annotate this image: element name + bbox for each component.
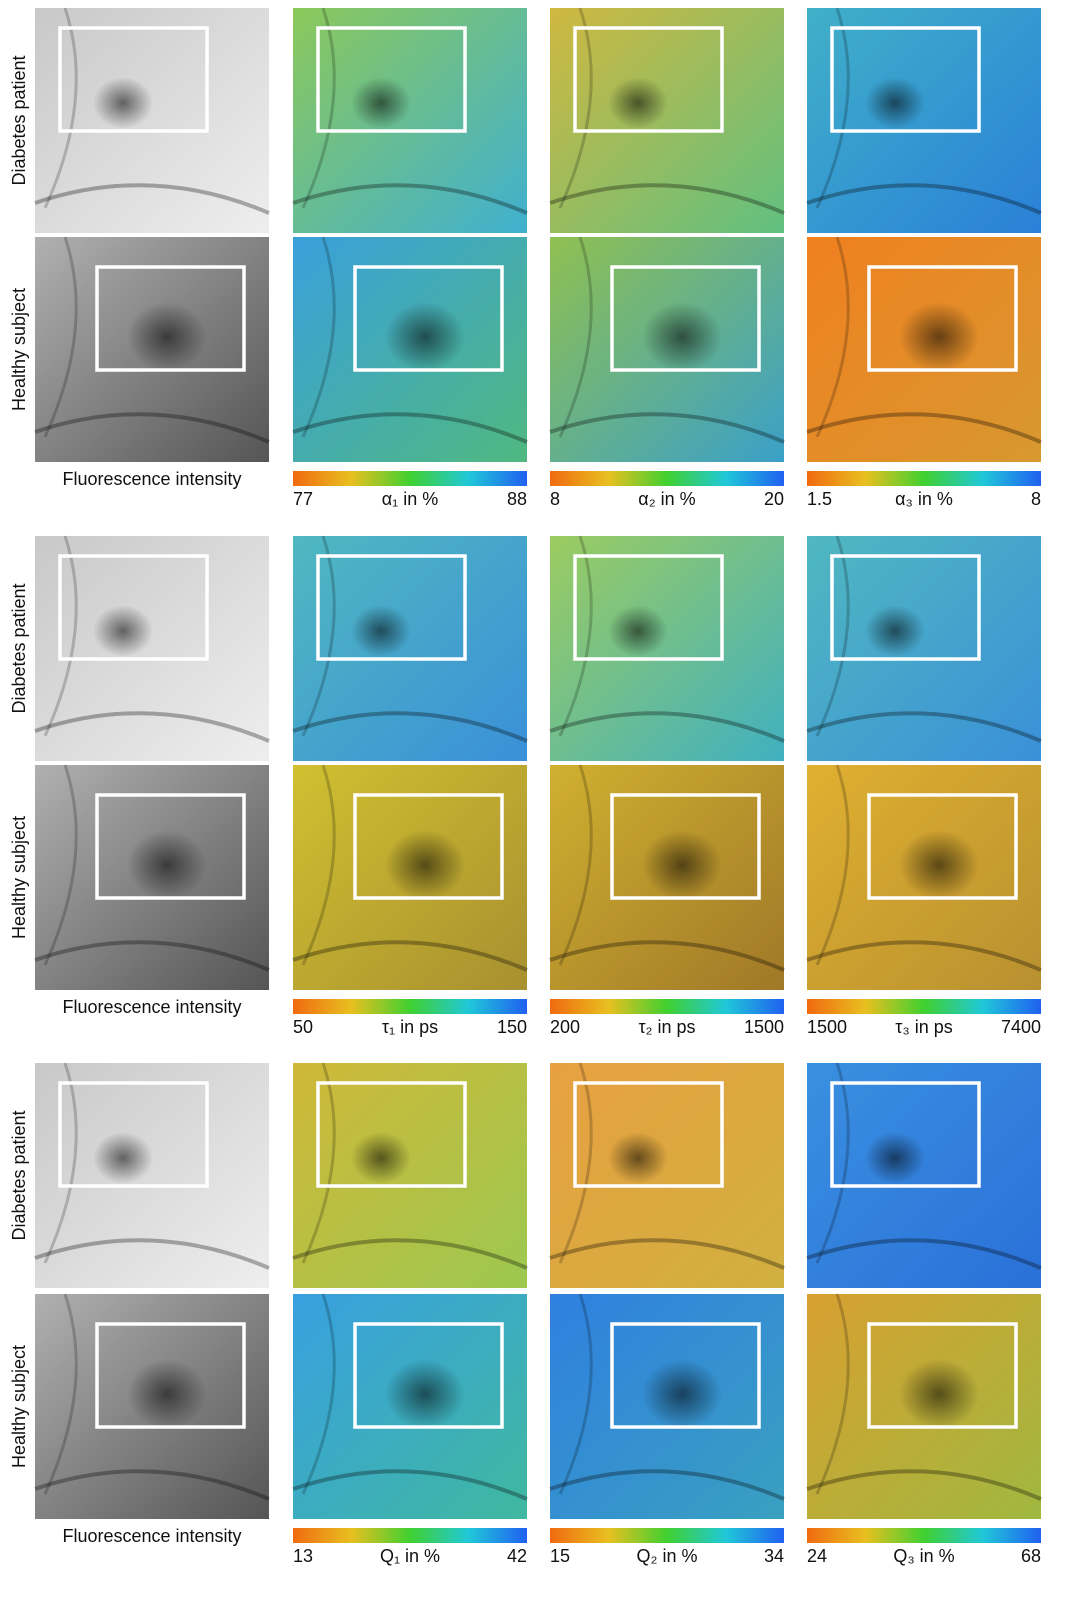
macula-spot (642, 830, 722, 900)
colorbar-max: 7400 (1001, 1017, 1041, 1037)
colorbar-max: 42 (507, 1546, 527, 1566)
colorbar-min: 1500 (807, 1017, 847, 1037)
colorbar (550, 999, 784, 1014)
macula-spot (608, 77, 668, 129)
colorbar-max: 34 (764, 1546, 784, 1566)
image-panel (293, 1063, 527, 1288)
image-panel (550, 765, 784, 990)
macula-spot (351, 1132, 411, 1184)
colorbar-max: 8 (1031, 489, 1041, 509)
colorbar-min: 200 (550, 1017, 580, 1037)
macula-spot (351, 605, 411, 657)
colorbar-label: Q₁ in % (380, 1546, 440, 1566)
macula-spot (642, 1359, 722, 1429)
macula-spot (899, 302, 979, 372)
colorbar (550, 1528, 784, 1543)
colorbar-min: 1.5 (807, 489, 832, 509)
colorbar-min: 77 (293, 489, 313, 509)
figure: Diabetes patient Healthy subject Fluoresce… (0, 0, 1072, 1610)
macula-spot (127, 302, 207, 372)
intensity-label: Fluorescence intensity (62, 997, 241, 1017)
colorbar (293, 1528, 527, 1543)
colorbar-label: Q₂ in % (636, 1546, 697, 1566)
intensity-label: Fluorescence intensity (62, 1526, 241, 1546)
colorbar (293, 471, 527, 486)
colorbar (550, 471, 784, 486)
macula-spot (608, 1132, 668, 1184)
macula-spot (385, 1359, 465, 1429)
row-label: Diabetes patient (9, 55, 29, 185)
image-panel (293, 765, 527, 990)
colorbar-label: τ₁ in ps (382, 1017, 438, 1037)
image-panel (550, 8, 784, 233)
image-panel (550, 536, 784, 761)
colorbar-max: 20 (764, 489, 784, 509)
macula-spot (899, 830, 979, 900)
colorbar-label: Q₃ in % (893, 1546, 954, 1566)
image-panel (293, 1294, 527, 1519)
macula-spot (351, 77, 411, 129)
colorbar-min: 8 (550, 489, 560, 509)
macula-spot (865, 1132, 925, 1184)
macula-spot (127, 830, 207, 900)
image-panel (35, 8, 269, 233)
macula-spot (93, 1132, 153, 1184)
row-label: Healthy subject (9, 816, 29, 939)
image-panel (807, 8, 1041, 233)
image-panel (807, 765, 1041, 990)
image-panel (35, 1294, 269, 1519)
colorbar-label: τ₃ in ps (895, 1017, 952, 1037)
macula-spot (93, 77, 153, 129)
image-panel (550, 237, 784, 462)
colorbar-min: 24 (807, 1546, 827, 1566)
colorbar-max: 1500 (744, 1017, 784, 1037)
macula-spot (865, 605, 925, 657)
image-panel (35, 1063, 269, 1288)
colorbar (807, 471, 1041, 486)
intensity-label: Fluorescence intensity (62, 469, 241, 489)
colorbar-label: α₂ in % (638, 489, 695, 509)
row-label: Healthy subject (9, 288, 29, 411)
colorbar-label: α₁ in % (382, 489, 439, 509)
macula-spot (608, 605, 668, 657)
colorbar-max: 88 (507, 489, 527, 509)
macula-spot (93, 605, 153, 657)
colorbar (807, 999, 1041, 1014)
image-panel (807, 1294, 1041, 1519)
image-panel (550, 1294, 784, 1519)
colorbar-min: 50 (293, 1017, 313, 1037)
image-panel (807, 237, 1041, 462)
colorbar (807, 1528, 1041, 1543)
image-panel (293, 237, 527, 462)
image-panel (550, 1063, 784, 1288)
macula-spot (642, 302, 722, 372)
macula-spot (385, 302, 465, 372)
colorbar-label: τ₂ in ps (638, 1017, 695, 1037)
macula-spot (385, 830, 465, 900)
macula-spot (899, 1359, 979, 1429)
image-panel (35, 237, 269, 462)
image-panel (807, 1063, 1041, 1288)
colorbar-max: 150 (497, 1017, 527, 1037)
colorbar-min: 13 (293, 1546, 313, 1566)
colorbar-max: 68 (1021, 1546, 1041, 1566)
macula-spot (127, 1359, 207, 1429)
image-panel (293, 8, 527, 233)
colorbar-min: 15 (550, 1546, 570, 1566)
colorbar-label: α₃ in % (895, 489, 953, 509)
row-label: Healthy subject (9, 1345, 29, 1468)
image-panel (807, 536, 1041, 761)
image-panel (35, 536, 269, 761)
colorbar (293, 999, 527, 1014)
image-panel (35, 765, 269, 990)
macula-spot (865, 77, 925, 129)
image-panel (293, 536, 527, 761)
row-label: Diabetes patient (9, 583, 29, 713)
row-label: Diabetes patient (9, 1110, 29, 1240)
